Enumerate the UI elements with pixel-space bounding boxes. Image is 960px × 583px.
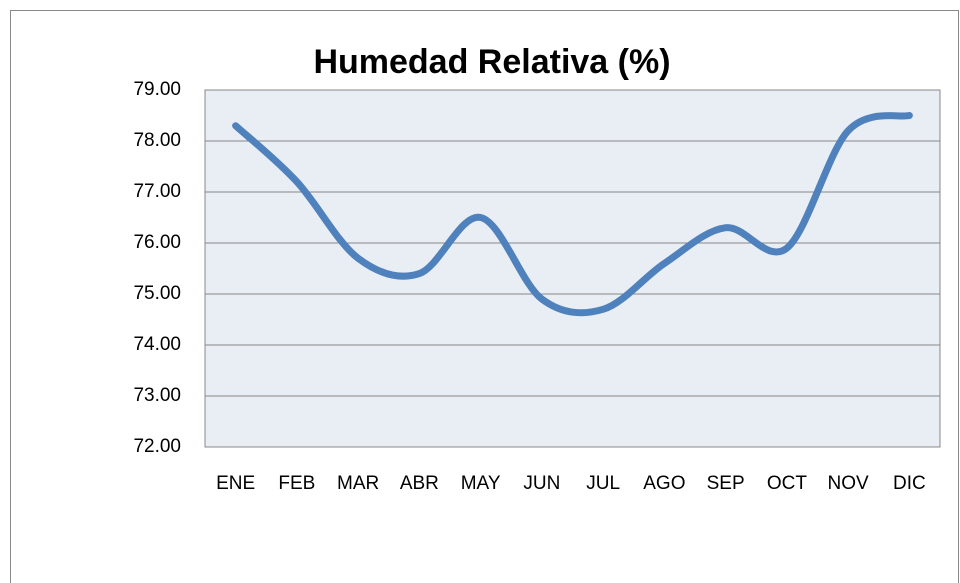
x-tick-label: MAR [337,473,379,494]
x-tick-label: DIC [893,473,926,494]
y-tick-label: 77.00 [133,181,181,202]
x-tick-label: FEB [278,473,315,494]
x-tick-label: SEP [707,473,745,494]
x-tick-label: JUL [586,473,620,494]
y-tick-label: 72.00 [133,436,181,457]
x-tick-label: JUN [523,473,560,494]
x-tick-label: AGO [643,473,685,494]
y-tick-label: 78.00 [133,130,181,151]
y-tick-label: 79.00 [133,79,181,100]
x-tick-label: MAY [461,473,501,494]
y-tick-label: 75.00 [133,283,181,304]
x-tick-label: NOV [828,473,870,494]
plot-area [204,89,941,448]
y-tick-label: 76.00 [133,232,181,253]
x-tick-label: OCT [767,473,808,494]
x-tick-label: ENE [216,473,255,494]
chart-title: Humedad Relativa (%) [313,43,670,81]
line-series [232,112,913,317]
x-tick-label: ABR [400,473,439,494]
y-tick-label: 73.00 [133,385,181,406]
y-tick-label: 74.00 [133,334,181,355]
